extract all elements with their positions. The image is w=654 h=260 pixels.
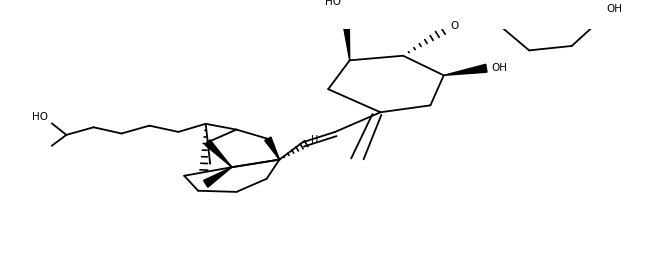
Polygon shape (203, 167, 232, 187)
Polygon shape (205, 140, 232, 167)
Text: OH: OH (492, 63, 508, 73)
Text: OH: OH (606, 4, 623, 14)
Polygon shape (341, 14, 350, 60)
Text: H: H (311, 135, 318, 145)
Text: HO: HO (32, 112, 48, 122)
Text: HO: HO (325, 0, 341, 7)
Polygon shape (444, 64, 487, 75)
Polygon shape (265, 137, 279, 160)
Text: O: O (450, 21, 458, 31)
